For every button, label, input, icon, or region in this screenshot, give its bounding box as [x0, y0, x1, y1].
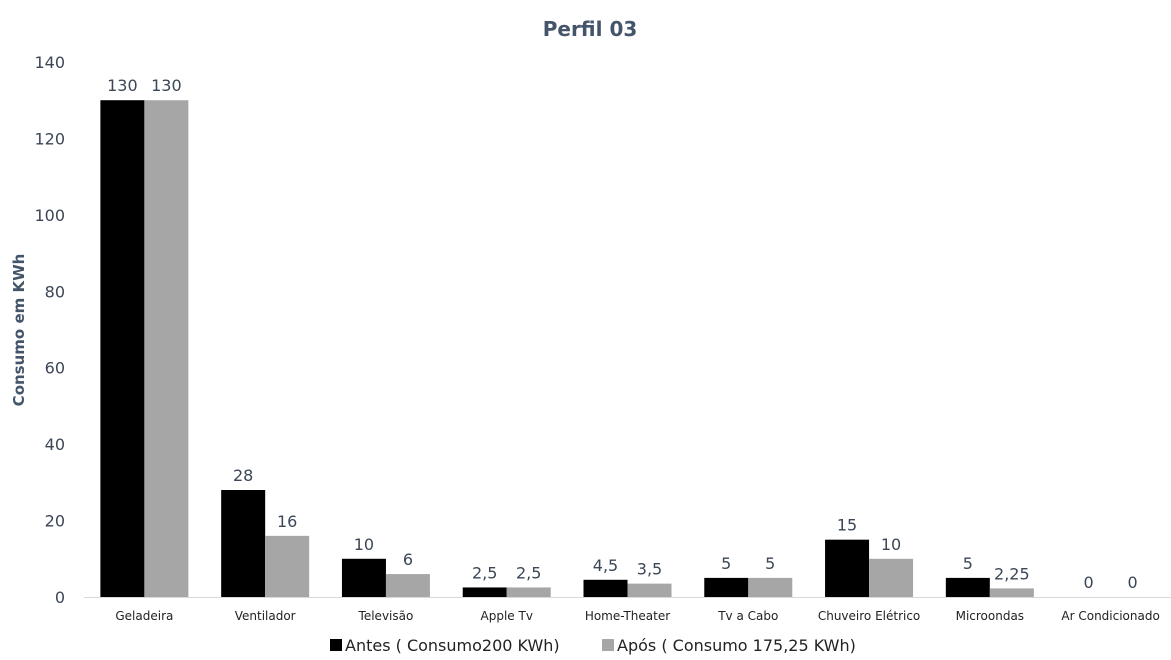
x-tick-label: Ar Condicionado [1061, 609, 1159, 623]
x-tick-label: Chuveiro Elétrico [818, 609, 920, 623]
bar-apos [748, 577, 793, 597]
y-tick-label: 20 [45, 512, 65, 531]
data-label: 0 [1128, 573, 1138, 592]
y-tick-label: 80 [45, 282, 65, 301]
bar-antes [704, 577, 749, 597]
x-tick-label: Apple Tv [481, 609, 533, 623]
x-tick-label: Microondas [956, 609, 1024, 623]
bar-antes [341, 558, 386, 597]
bar-apos [144, 100, 189, 597]
chart-title: Perfil 03 [543, 17, 638, 41]
x-tick-label: Televisão [358, 609, 414, 623]
bar-apos [869, 558, 914, 597]
bar-antes [583, 579, 628, 597]
bar-antes [825, 539, 870, 597]
y-tick-label: 140 [34, 53, 65, 72]
data-label: 0 [1084, 573, 1094, 592]
legend-swatch [602, 639, 614, 651]
data-label: 130 [151, 76, 182, 95]
data-label: 5 [721, 554, 731, 573]
data-label: 28 [233, 466, 253, 485]
data-label: 6 [403, 550, 413, 569]
data-label: 10 [881, 535, 901, 554]
x-tick-label: Ventilador [235, 609, 296, 623]
bar-apos [506, 587, 551, 597]
data-label: 2,25 [994, 564, 1030, 583]
data-label: 3,5 [637, 560, 662, 579]
data-label: 15 [837, 516, 857, 535]
data-label: 2,5 [516, 563, 541, 582]
y-axis-label: Consumo em KWh [10, 254, 28, 407]
bar-apos [265, 535, 310, 597]
y-tick-label: 120 [34, 129, 65, 148]
bar-antes [100, 100, 145, 597]
bar-antes [945, 577, 990, 597]
bar-antes [462, 587, 507, 597]
legend-swatch [330, 639, 342, 651]
y-tick-label: 60 [45, 359, 65, 378]
legend: Antes ( Consumo200 KWh) Após ( Consumo 17… [330, 636, 856, 655]
bars [100, 100, 1034, 597]
bar-apos [627, 583, 672, 597]
data-label: 5 [765, 554, 775, 573]
bar-apos [385, 574, 430, 597]
x-axis-ticks: Geladeira Ventilador Televisão Apple Tv Home… [115, 609, 1159, 623]
bar-apos [989, 588, 1034, 597]
y-tick-label: 100 [34, 206, 65, 225]
y-tick-label: 0 [55, 588, 65, 607]
y-tick-label: 40 [45, 435, 65, 454]
bar-antes [221, 490, 266, 597]
data-label: 10 [354, 535, 374, 554]
legend-label: Após ( Consumo 175,25 KWh) [617, 636, 856, 655]
data-label: 5 [963, 554, 973, 573]
data-label: 2,5 [472, 563, 497, 582]
y-axis-ticks: 0 20 40 60 80 100 120 140 [34, 53, 65, 607]
x-tick-label: Tv a Cabo [717, 609, 778, 623]
data-labels: 130 130 28 16 10 6 2,5 2,5 4,5 3,5 5 5 15 10 5 2,25 0 0 [107, 76, 1138, 592]
data-label: 130 [107, 76, 138, 95]
x-tick-label: Home-Theater [585, 609, 670, 623]
legend-label: Antes ( Consumo200 KWh) [345, 636, 560, 655]
data-label: 4,5 [593, 556, 618, 575]
data-label: 16 [277, 512, 297, 531]
x-tick-label: Geladeira [115, 609, 173, 623]
